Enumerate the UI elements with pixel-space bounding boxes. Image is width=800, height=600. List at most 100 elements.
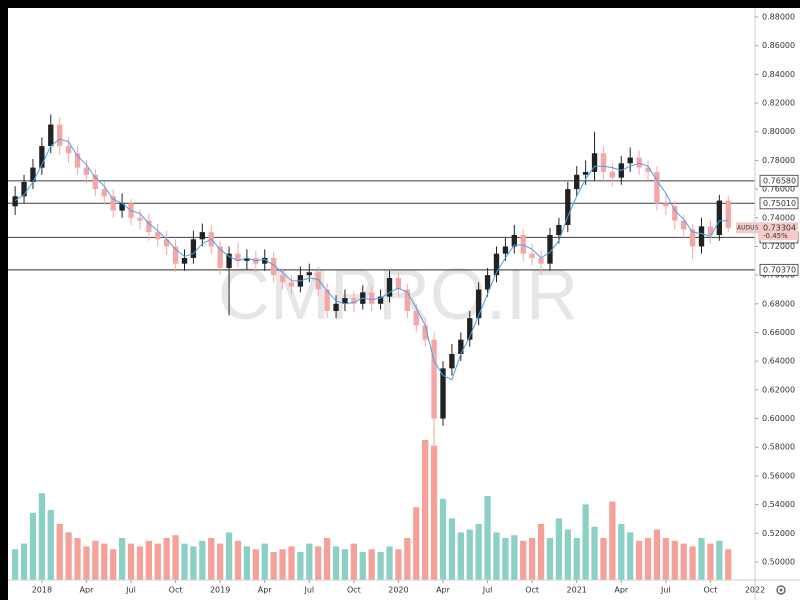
x-tick-label: Apr bbox=[80, 586, 95, 595]
candle-body bbox=[725, 200, 731, 228]
x-tick-label: Oct bbox=[347, 586, 361, 595]
volume-bar bbox=[270, 552, 277, 580]
candle-body bbox=[244, 257, 250, 261]
volume-bar bbox=[618, 524, 625, 580]
candle-body bbox=[288, 282, 295, 287]
volume-bar bbox=[537, 524, 545, 580]
candle-body bbox=[146, 220, 152, 233]
candle-body bbox=[137, 217, 143, 221]
candle-body bbox=[101, 189, 107, 197]
candle-body bbox=[199, 232, 206, 240]
x-tick-label: Apr bbox=[258, 586, 273, 595]
y-tick-label: 0.72000 bbox=[762, 242, 795, 251]
candle-body bbox=[582, 171, 589, 175]
volume-bar bbox=[74, 538, 81, 580]
candle-body bbox=[270, 257, 277, 276]
candle-body bbox=[377, 296, 384, 304]
moving-average bbox=[14, 138, 729, 381]
settings-gear[interactable] bbox=[776, 585, 786, 595]
volume-bar bbox=[145, 540, 152, 580]
volume-bar bbox=[172, 535, 179, 580]
candle-body bbox=[217, 246, 223, 268]
chart-background bbox=[8, 8, 800, 600]
candle-body bbox=[181, 257, 188, 264]
volume-bar bbox=[29, 512, 37, 580]
volume-bar bbox=[110, 549, 117, 580]
candle-body bbox=[591, 153, 598, 172]
candle-body bbox=[333, 303, 339, 311]
volume-bar bbox=[707, 543, 714, 580]
candle-body bbox=[458, 339, 464, 355]
candle-body bbox=[493, 253, 500, 276]
x-tick-label: Jul bbox=[660, 586, 671, 595]
volume-bar bbox=[92, 540, 99, 580]
volume-bar bbox=[546, 538, 554, 580]
volume-bar bbox=[395, 549, 402, 580]
volume-bar bbox=[341, 549, 349, 580]
volume-bar bbox=[653, 529, 661, 580]
candle-body bbox=[315, 272, 321, 290]
volume-bar bbox=[502, 538, 509, 580]
change-label: -0.45% bbox=[763, 232, 788, 240]
volume-bar bbox=[635, 540, 643, 580]
y-tick-label: 0.52000 bbox=[762, 529, 795, 538]
candle-body bbox=[190, 239, 197, 258]
candle-body bbox=[716, 200, 723, 235]
volume-bar bbox=[475, 524, 482, 580]
volume-bar bbox=[644, 538, 652, 580]
y-tick-label: 0.56000 bbox=[762, 471, 795, 480]
candle-body bbox=[600, 153, 607, 172]
last-price-label: 0.73304 bbox=[763, 223, 796, 232]
settings-center[interactable] bbox=[779, 588, 783, 592]
candle-body bbox=[422, 325, 428, 340]
volume-bar bbox=[716, 540, 723, 580]
volume-bar bbox=[208, 538, 215, 580]
volume-bar bbox=[448, 518, 456, 580]
candle-body bbox=[48, 124, 54, 147]
level-label: 0.70370 bbox=[763, 265, 796, 274]
y-tick-label: 0.58000 bbox=[762, 443, 795, 452]
candle-body bbox=[342, 298, 348, 304]
volume-bar bbox=[591, 526, 598, 580]
candle-body bbox=[119, 203, 125, 211]
candle-body bbox=[698, 226, 705, 247]
volume-bar bbox=[511, 535, 518, 580]
candle-body bbox=[110, 196, 116, 211]
candle-body bbox=[440, 368, 446, 419]
candle-body bbox=[645, 167, 651, 172]
candle-body bbox=[155, 232, 161, 240]
y-tick-label: 0.54000 bbox=[762, 500, 795, 509]
volume-bar bbox=[38, 493, 45, 580]
x-tick-label: 2020 bbox=[388, 586, 408, 595]
volume-bar bbox=[422, 440, 429, 580]
candle-body bbox=[511, 234, 517, 247]
volume-bar bbox=[315, 546, 322, 580]
y-tick-label: 0.78000 bbox=[762, 156, 795, 165]
volume-bar bbox=[65, 532, 72, 580]
candle-body bbox=[92, 174, 99, 190]
volume-bar bbox=[12, 549, 19, 580]
candle-body bbox=[65, 146, 72, 154]
volume-bar bbox=[288, 546, 295, 580]
volume-bar bbox=[627, 532, 634, 580]
volume-bar bbox=[573, 538, 580, 580]
y-tick-label: 0.60000 bbox=[762, 414, 795, 423]
volume-bar bbox=[56, 524, 63, 580]
volume-bar bbox=[101, 543, 108, 580]
candle-body bbox=[431, 339, 437, 419]
volume-bar bbox=[234, 540, 242, 580]
y-tick-label: 0.88000 bbox=[762, 13, 795, 22]
candle-body bbox=[475, 289, 482, 319]
candle-body bbox=[502, 246, 509, 254]
volume-bar bbox=[466, 529, 473, 580]
settings-icon[interactable] bbox=[776, 585, 786, 595]
volume-bar bbox=[493, 532, 500, 580]
x-tick-label: Jul bbox=[125, 586, 136, 595]
candle-body bbox=[547, 234, 553, 264]
candle-body bbox=[279, 275, 286, 283]
volume-bar bbox=[190, 546, 197, 580]
volume-bar bbox=[306, 543, 313, 580]
candle-body bbox=[30, 167, 36, 182]
candle-body bbox=[529, 253, 535, 258]
volume-bar bbox=[662, 538, 669, 580]
